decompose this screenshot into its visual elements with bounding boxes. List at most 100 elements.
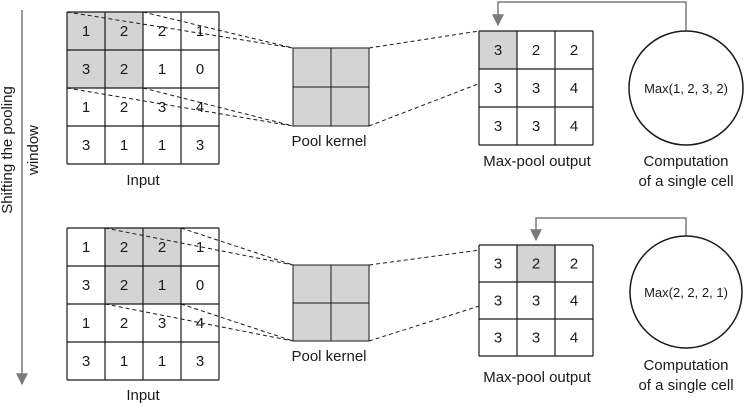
cell-value: 2 xyxy=(120,99,128,116)
cell-value: 3 xyxy=(82,61,90,78)
grid-cell xyxy=(143,228,181,266)
grid-cell xyxy=(181,266,219,304)
grid-cell xyxy=(67,88,105,126)
computation-label-line-2: of a single cell xyxy=(638,173,733,190)
grid-cell xyxy=(479,31,517,69)
grid-cell xyxy=(181,304,219,342)
cell-value: 1 xyxy=(158,353,166,370)
cell-value: 1 xyxy=(158,277,166,294)
cell-value: 3 xyxy=(532,330,540,347)
cell-value: 4 xyxy=(570,80,578,97)
grid-cell xyxy=(479,282,517,319)
cell-value: 2 xyxy=(570,256,578,273)
cell-value: 3 xyxy=(494,256,502,273)
grid-cell xyxy=(479,107,517,145)
grid-cell xyxy=(479,319,517,356)
grid-cell xyxy=(517,282,555,319)
computation-link-arrow xyxy=(492,1,687,31)
cell-value: 2 xyxy=(120,315,128,332)
grid-cell xyxy=(555,282,593,319)
cell-value: 1 xyxy=(196,239,204,256)
projection-lines xyxy=(66,11,518,127)
cell-value: 3 xyxy=(494,118,502,135)
grid-cell xyxy=(181,228,219,266)
grid-cell xyxy=(555,319,593,356)
kernel-label: Pool kernel xyxy=(291,133,366,150)
grid-cell xyxy=(143,126,181,164)
cell-value: 1 xyxy=(158,137,166,154)
kernel-cell xyxy=(330,264,370,304)
grid-cell xyxy=(181,342,219,380)
cell-value: 3 xyxy=(494,330,502,347)
side-label-line-2: window xyxy=(25,125,42,176)
computation-circle xyxy=(629,235,743,349)
cell-value: 1 xyxy=(82,239,90,256)
grid-cell xyxy=(517,319,555,356)
cell-value: 4 xyxy=(196,99,204,116)
cell-value: 2 xyxy=(158,239,166,256)
cell-value: 3 xyxy=(82,137,90,154)
grid-cell xyxy=(67,342,105,380)
grid-cell xyxy=(105,304,143,342)
cell-value: 2 xyxy=(158,23,166,40)
grid-cell xyxy=(181,88,219,126)
cell-value: 3 xyxy=(532,293,540,310)
grid-cell xyxy=(143,266,181,304)
grid-cell xyxy=(67,50,105,88)
cell-value: 2 xyxy=(532,42,540,59)
cell-value: 2 xyxy=(532,256,540,273)
kernel-cell xyxy=(292,47,332,88)
grid-cell xyxy=(479,69,517,107)
input-label: Input xyxy=(126,172,160,189)
grid-cell xyxy=(555,31,593,69)
cell-value: 3 xyxy=(196,353,204,370)
cell-value: 3 xyxy=(494,42,502,59)
computation-label-line-1: Computation xyxy=(643,153,728,170)
cell-value: 2 xyxy=(120,61,128,78)
cell-value: 4 xyxy=(570,293,578,310)
computation-circle xyxy=(628,30,744,146)
input-grid: 1 2 2 1 3 2 1 0 1 2 3 4 3 1 1 3 xyxy=(66,227,220,381)
output-label: Max-pool output xyxy=(483,153,591,170)
cell-value: 4 xyxy=(570,330,578,347)
cell-value: 3 xyxy=(494,80,502,97)
cell-value: 1 xyxy=(82,315,90,332)
max-pool-output-grid: 3 2 2 3 3 4 3 3 4 xyxy=(478,244,594,357)
grid-cell xyxy=(517,245,555,282)
cell-value: 3 xyxy=(158,315,166,332)
kernel-cell xyxy=(330,47,370,88)
kernel-cell xyxy=(330,302,370,342)
cell-value: 1 xyxy=(120,137,128,154)
kernel-cell xyxy=(292,264,332,304)
grid-cell xyxy=(67,126,105,164)
grid-cell xyxy=(105,266,143,304)
input-grid: 1 2 2 1 3 2 1 0 1 2 3 4 3 1 1 3 xyxy=(66,11,220,165)
cell-value: 3 xyxy=(158,99,166,116)
kernel-cell xyxy=(292,302,332,342)
cell-value: 2 xyxy=(570,42,578,59)
grid-cell xyxy=(555,245,593,282)
grid-cell xyxy=(555,107,593,145)
grid-cell xyxy=(143,50,181,88)
cell-value: 1 xyxy=(120,353,128,370)
cell-value: 3 xyxy=(196,137,204,154)
cell-value: 4 xyxy=(196,315,204,332)
grid-cell xyxy=(181,50,219,88)
cell-value: 0 xyxy=(196,61,204,78)
kernel-cell xyxy=(330,86,370,127)
grid-cell xyxy=(105,342,143,380)
shift-direction-indicator: Shifting the pooling window xyxy=(0,10,42,386)
grid-cell xyxy=(105,88,143,126)
grid-cell xyxy=(143,304,181,342)
panel-1: 1 2 2 1 3 2 1 0 1 2 3 4 3 1 1 3 Input Pool kernel xyxy=(66,1,744,190)
computation-expression: Max(1, 2, 3, 2) xyxy=(644,81,728,96)
grid-cell xyxy=(67,304,105,342)
computation-expression: Max(2, 2, 2, 1) xyxy=(644,285,728,300)
kernel-label: Pool kernel xyxy=(291,348,366,365)
grid-cell xyxy=(105,50,143,88)
grid-cell xyxy=(105,126,143,164)
computation-label-line-2: of a single cell xyxy=(638,377,733,394)
input-label: Input xyxy=(126,387,160,404)
cell-value: 0 xyxy=(196,277,204,294)
